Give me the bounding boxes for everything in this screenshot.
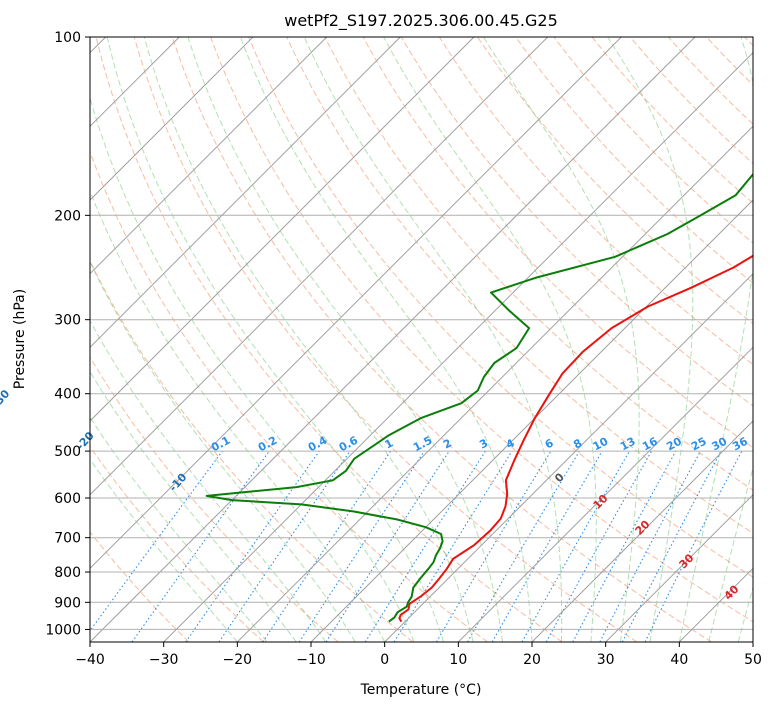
temperature-profile-line xyxy=(398,254,753,623)
mixing-ratio-label: 36 xyxy=(730,435,750,454)
mixing-ratio-label: 25 xyxy=(689,435,709,454)
mixing-ratio-line xyxy=(572,450,677,642)
isotherm-line xyxy=(457,346,753,642)
x-axis-label: Temperature (°C) xyxy=(360,682,482,698)
plot-frame xyxy=(89,36,754,643)
y-tick-label: 700 xyxy=(54,531,81,547)
x-axis: −40 −30 −20 −10 0 10 20 30 40 50 xyxy=(75,642,762,668)
isotherm-line xyxy=(90,37,401,349)
x-tick-label: −10 xyxy=(296,652,326,668)
y-tick-label: 300 xyxy=(54,313,81,329)
moist-adiabat xyxy=(90,260,356,642)
y-tick-label: 900 xyxy=(54,595,81,611)
dry-adiabat xyxy=(133,37,638,642)
x-tick-label: 10 xyxy=(449,652,467,668)
mixing-ratio-line xyxy=(325,450,450,642)
isotherm-line xyxy=(90,37,254,201)
mixing-ratio-line xyxy=(185,450,320,642)
x-tick-label: 50 xyxy=(744,652,762,668)
mixing-ratio-label: 13 xyxy=(618,435,638,454)
dry-adiabat xyxy=(438,37,753,366)
isotherm-line xyxy=(531,420,753,642)
mixing-ratio-line xyxy=(298,450,425,642)
y-tick-label: 600 xyxy=(54,491,81,507)
mixing-ratio-label: 10 xyxy=(591,435,611,454)
mixing-ratio-line xyxy=(131,450,270,642)
moist-adiabat xyxy=(607,37,694,642)
y-tick-label: 200 xyxy=(54,208,81,224)
chart-title: wetPf2_S197.2025.306.00.45.G25 xyxy=(284,11,558,31)
isotherm-line xyxy=(384,272,753,642)
y-tick-label: 100 xyxy=(54,30,81,46)
moist-adiabat xyxy=(303,37,563,642)
y-axis-label: Pressure (hPa) xyxy=(12,289,28,389)
x-tick-label: 20 xyxy=(523,652,541,668)
background-lines xyxy=(90,37,753,642)
moist-adiabat xyxy=(90,416,268,642)
dry-adiabat xyxy=(90,356,339,642)
moist-adiabat xyxy=(106,37,445,642)
mixing-ratio-line xyxy=(218,450,351,642)
dry-adiabat xyxy=(324,37,753,491)
x-tick-label: 0 xyxy=(380,652,389,668)
isotherm-line xyxy=(163,51,753,642)
moist-adiabat xyxy=(678,37,753,642)
moist-adiabat xyxy=(239,37,533,642)
mixing-ratio-label: 16 xyxy=(640,435,660,454)
y-axis: 100 200 300 400 500 600 700 800 900 1000 xyxy=(45,30,90,638)
mixing-ratio-line xyxy=(545,450,653,642)
mixing-ratio-label: 20 xyxy=(664,435,684,454)
moist-adiabat xyxy=(90,189,386,642)
isotherm-line xyxy=(90,37,622,570)
y-tick-label: 500 xyxy=(54,444,81,460)
y-tick-label: 800 xyxy=(54,565,81,581)
dry-adiabat xyxy=(90,531,190,642)
moist-adiabat xyxy=(90,370,297,642)
moist-adiabat xyxy=(143,37,474,642)
mixing-ratio-line xyxy=(393,450,513,642)
moist-adiabat xyxy=(482,37,640,642)
y-tick-label: 400 xyxy=(54,387,81,403)
moist-adiabat xyxy=(383,37,597,642)
sounding-profiles xyxy=(205,172,753,623)
isotherm-line xyxy=(90,37,696,642)
mixing-ratio-label: 30 xyxy=(710,435,730,454)
isotherm-line xyxy=(310,199,753,642)
mixing-ratio-line xyxy=(521,450,630,642)
x-tick-label: −30 xyxy=(149,652,179,668)
dry-adiabat xyxy=(171,37,712,642)
isotherm-line xyxy=(236,125,753,642)
mixing-ratio-line xyxy=(90,450,223,632)
mixing-ratio-line xyxy=(644,450,743,642)
x-tick-label: 40 xyxy=(670,652,688,668)
mixing-ratio-line xyxy=(262,450,392,642)
dewpoint-profile-line xyxy=(205,172,753,623)
isotherm-line xyxy=(90,37,549,496)
isotherm-line xyxy=(605,493,753,642)
moist-adiabat xyxy=(187,37,503,642)
dry-adiabat xyxy=(286,37,753,534)
dry-adiabat xyxy=(95,37,563,642)
y-tick-label: 1000 xyxy=(45,622,81,638)
x-tick-label: −40 xyxy=(75,652,105,668)
isotherm-line xyxy=(90,37,328,275)
isotherm-line xyxy=(90,37,475,422)
dry-adiabat xyxy=(477,37,753,325)
x-tick-label: −20 xyxy=(223,652,253,668)
dry-adiabat xyxy=(362,37,753,449)
skewed-isotherms xyxy=(90,37,753,642)
x-tick-label: 30 xyxy=(597,652,615,668)
moist-adiabat xyxy=(90,458,238,642)
isobar-gridlines xyxy=(90,37,753,630)
